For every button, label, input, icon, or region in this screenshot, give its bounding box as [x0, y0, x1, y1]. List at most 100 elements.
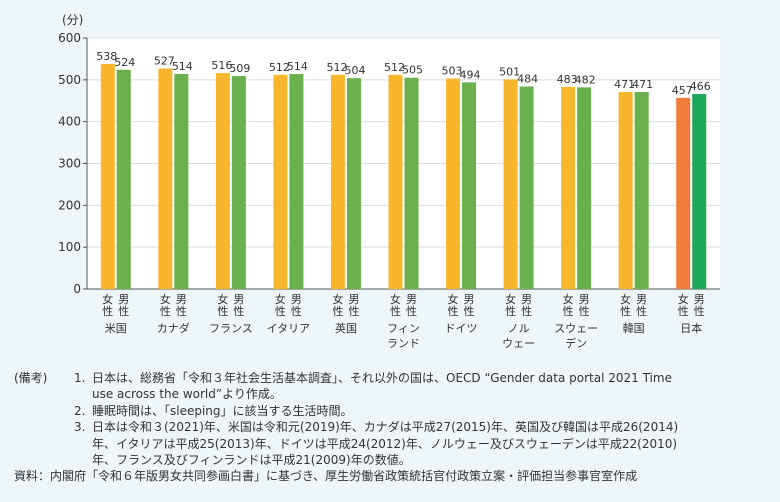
sex-label-female: 性 [505, 304, 516, 318]
country-label: フィン [387, 322, 420, 335]
bar-female [503, 79, 518, 289]
data-label-male: 509 [229, 62, 250, 75]
sex-label-male: 男 [694, 293, 705, 306]
country-label: ウェー [502, 337, 535, 350]
sex-label-female: 女 [275, 292, 286, 306]
sex-label-female: 性 [390, 304, 401, 318]
country-label: 米国 [105, 322, 127, 335]
bar-female [446, 78, 461, 289]
sex-label-male: 性 [521, 304, 532, 318]
note-1-text-2: use across the world”より作成。 [92, 387, 282, 402]
sex-label-male: 男 [291, 293, 302, 306]
data-label-male: 484 [517, 73, 538, 86]
sex-label-female: 女 [390, 292, 401, 306]
data-label-female: 457 [672, 84, 693, 97]
note-3-number: 3. [74, 420, 86, 435]
data-label-female: 516 [211, 59, 232, 72]
country-label: ドイツ [445, 322, 478, 335]
bar-male [577, 87, 592, 289]
bar-female [273, 74, 288, 290]
sex-label-male: 性 [694, 304, 705, 318]
bar-male [692, 94, 707, 289]
data-label-female: 538 [96, 50, 117, 63]
bar-female [388, 74, 403, 290]
note-1-line-2: use across the world”より作成。 [14, 386, 774, 402]
country-label: スウェー [554, 322, 598, 335]
data-label-male: 494 [460, 68, 481, 81]
country-label: 韓国 [623, 322, 645, 335]
note-3-line-1: 3. 日本は令和３(2021)年、米国は令和元(2019)年、カナダは平成27(… [14, 419, 774, 435]
data-label-female: 501 [499, 65, 520, 78]
sex-label-male: 性 [406, 304, 417, 318]
sex-label-female: 女 [332, 292, 343, 306]
sex-label-female: 女 [620, 292, 631, 306]
bar-male [519, 86, 534, 289]
bar-female [330, 74, 345, 290]
sex-label-female: 性 [620, 304, 631, 318]
sex-label-male: 性 [118, 304, 129, 318]
country-label: フランス [209, 322, 253, 335]
notes-label: (備考) [14, 371, 48, 385]
sex-label-male: 男 [464, 293, 475, 306]
country-label: カナダ [157, 321, 190, 335]
sex-label-female: 女 [160, 292, 171, 306]
data-label-male: 514 [287, 60, 308, 73]
sex-label-female: 性 [160, 304, 171, 318]
sex-label-female: 女 [448, 292, 459, 306]
bar-female [158, 68, 173, 289]
sex-label-female: 性 [275, 304, 286, 318]
sex-label-male: 男 [521, 293, 532, 306]
sex-label-female: 女 [505, 292, 516, 306]
note-2-text-1: 睡眠時間は、「sleeping」に該当する生活時間。 [92, 403, 353, 418]
y-tick-label: 200 [58, 198, 81, 212]
bar-male [346, 78, 361, 289]
sex-label-female: 性 [563, 304, 574, 318]
bar-male [116, 69, 131, 289]
sex-label-male: 男 [176, 293, 187, 306]
bar-female [561, 86, 576, 289]
sex-label-male: 性 [348, 304, 359, 318]
data-label-male: 504 [344, 64, 365, 77]
y-tick-label: 300 [58, 157, 81, 171]
country-label: ランド [387, 337, 420, 350]
y-tick-label: 100 [58, 240, 81, 254]
sex-label-male: 男 [118, 293, 129, 306]
sex-label-male: 男 [406, 293, 417, 306]
country-label: 英国 [335, 321, 357, 335]
sex-label-male: 性 [233, 304, 244, 318]
y-tick-label: 0 [73, 282, 81, 296]
country-label: ノル [508, 322, 530, 335]
data-label-female: 483 [557, 73, 578, 86]
source-line: 資料：内閣府「令和６年版男女共同参画白書」に基づき、厚生労働省政策統括官付政策立… [14, 468, 774, 484]
bar-male [634, 91, 649, 289]
data-label-male: 514 [172, 60, 193, 73]
data-label-male: 471 [632, 78, 653, 91]
note-2-number: 2. [74, 403, 86, 418]
sex-label-male: 性 [176, 304, 187, 318]
note-3-text-1: 日本は令和３(2021)年、米国は令和元(2019)年、カナダは平成27(201… [92, 420, 679, 435]
country-label: 日本 [680, 321, 702, 335]
note-1-line-1: (備考) 1. 日本は、総務省「令和３年社会生活基本調査」、それ以外の国は、OE… [14, 370, 774, 386]
sex-label-female: 女 [678, 292, 689, 306]
y-tick-label: 400 [58, 115, 81, 129]
data-label-male: 466 [690, 80, 711, 93]
sex-label-male: 性 [464, 304, 475, 318]
bar-male [404, 77, 419, 289]
data-label-male: 524 [114, 56, 135, 69]
sex-label-male: 性 [291, 304, 302, 318]
sex-label-female: 女 [217, 292, 228, 306]
sex-label-male: 性 [579, 304, 590, 318]
bar-male [231, 76, 246, 290]
sex-label-male: 男 [636, 293, 647, 306]
y-tick-label: 600 [58, 31, 81, 45]
data-label-female: 503 [442, 65, 463, 78]
bar-female [618, 91, 633, 289]
data-label-female: 512 [326, 61, 347, 74]
data-label-female: 512 [269, 61, 290, 74]
sex-label-male: 男 [348, 293, 359, 306]
country-label: デン [565, 336, 587, 350]
note-2-line-1: 2. 睡眠時間は、「sleeping」に該当する生活時間。 [14, 403, 774, 419]
bar-female [100, 63, 115, 289]
sex-label-female: 性 [448, 304, 459, 318]
bar-female [676, 97, 691, 290]
